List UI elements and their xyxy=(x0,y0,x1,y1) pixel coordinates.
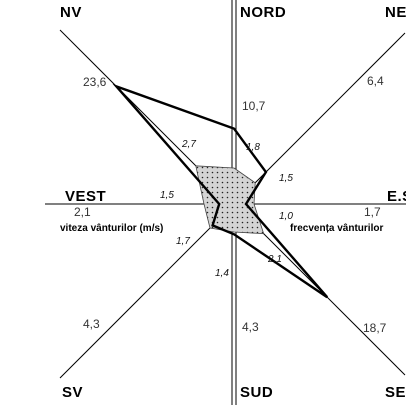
frequency-label-vest: 2,1 xyxy=(74,205,91,219)
series-polygons xyxy=(112,83,329,299)
speed-label-nord: 1,8 xyxy=(246,142,260,153)
direction-label-nv: NV xyxy=(60,4,82,21)
direction-label-se: SE xyxy=(385,384,406,401)
frequency-label-ne: 6,4 xyxy=(367,74,384,88)
direction-label-sud: SUD xyxy=(240,384,273,401)
speed-label-nv: 2,7 xyxy=(181,139,196,150)
frequency-label-sud: 4,3 xyxy=(242,320,259,334)
frequency-label-se: 18,7 xyxy=(363,321,387,335)
speed-label-est: 1,0 xyxy=(279,211,293,222)
frequency-series-label: frecvența vânturilor xyxy=(290,223,383,234)
frequency-polygon xyxy=(112,83,329,299)
speed-polygon xyxy=(195,165,265,235)
frequency-label-nv: 23,6 xyxy=(83,75,107,89)
direction-label-nord: NORD xyxy=(240,4,286,21)
frequency-label-nord: 10,7 xyxy=(242,99,266,113)
speed-series-label: viteza vânturilor (m/s) xyxy=(60,223,163,234)
direction-label-sv: SV xyxy=(62,384,83,401)
direction-label-vest: VEST xyxy=(65,188,106,205)
direction-label-est: E.S xyxy=(387,188,406,205)
speed-label-sv: 1,7 xyxy=(176,236,190,247)
direction-label-ne: NE xyxy=(385,4,406,21)
frequency-label-est: 1,7 xyxy=(364,205,381,219)
speed-label-sud: 1,4 xyxy=(215,268,229,279)
frequency-label-sv: 4,3 xyxy=(83,317,100,331)
speed-label-ne: 1,5 xyxy=(279,173,293,184)
speed-label-vest: 1,5 xyxy=(160,190,174,201)
speed-label-se: 2,1 xyxy=(267,254,282,265)
